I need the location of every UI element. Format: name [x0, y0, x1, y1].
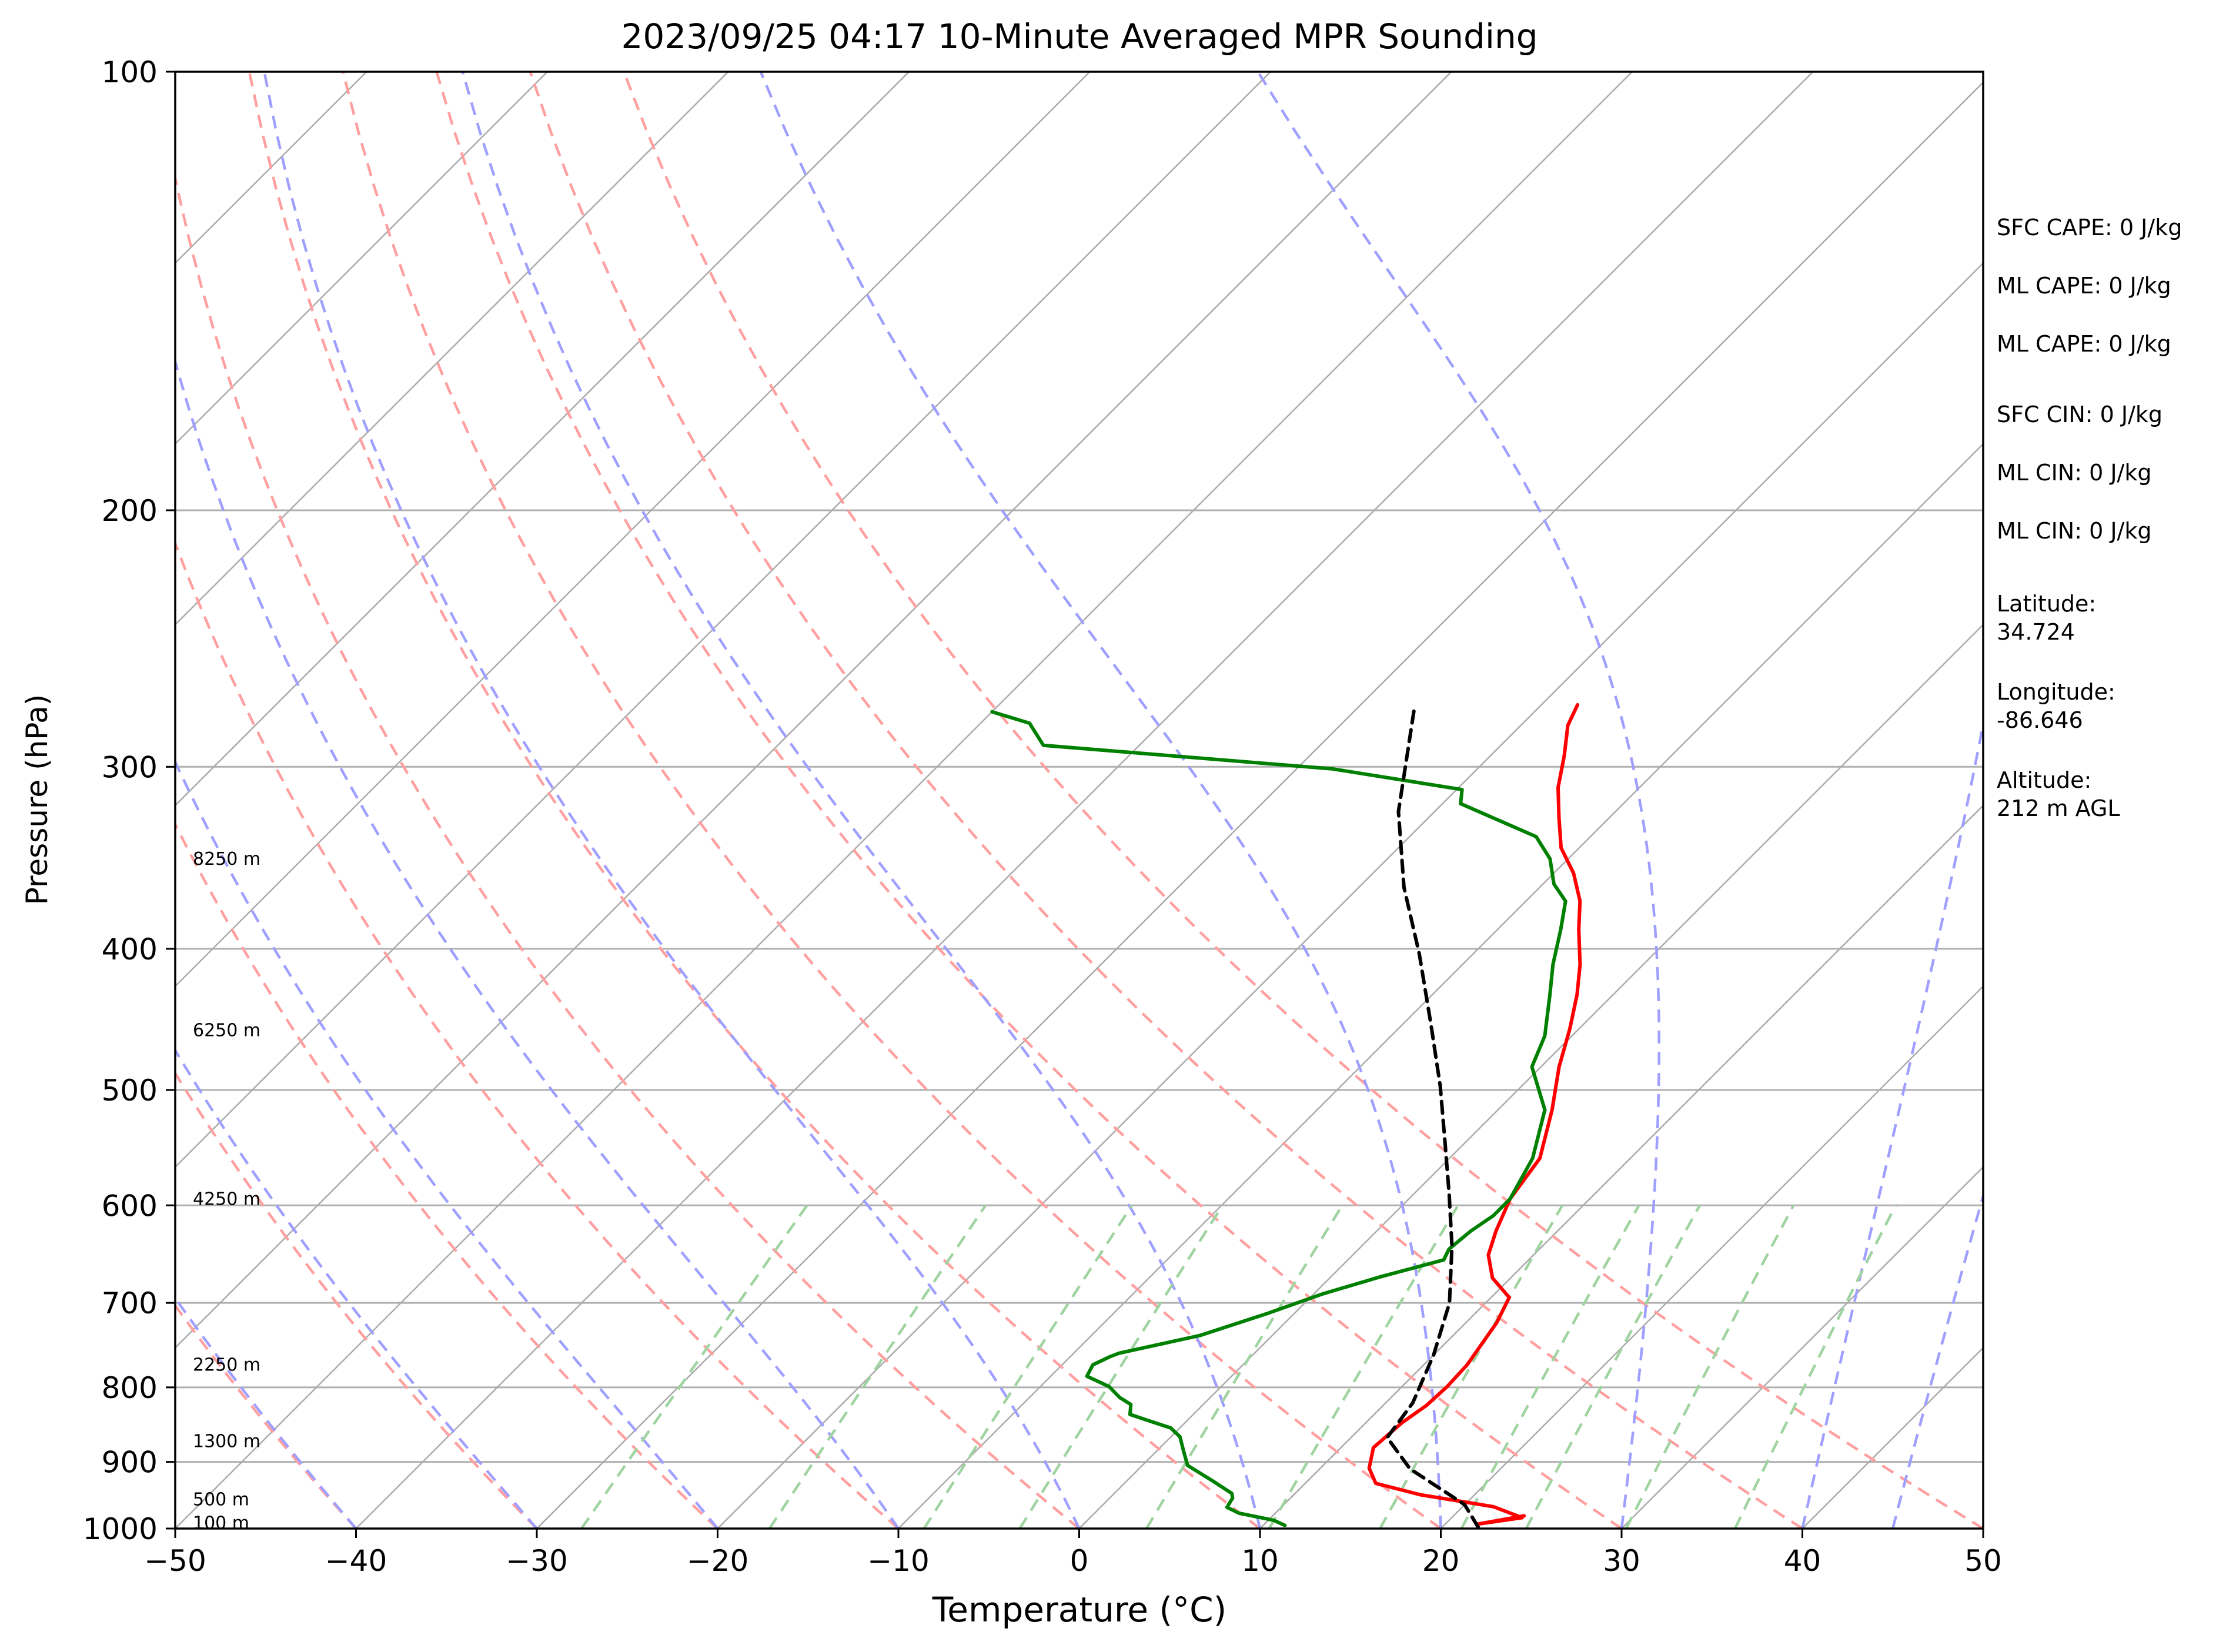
info-panel-line: 34.724 — [1997, 619, 2075, 645]
info-panel-line: ML CAPE: 0 J/kg — [1997, 331, 2171, 357]
info-panel-line: ML CAPE: 0 J/kg — [1997, 273, 2171, 299]
y-tick-label: 200 — [102, 494, 158, 528]
x-tick-label: −10 — [867, 1544, 930, 1578]
info-panel-line: ML CIN: 0 J/kg — [1997, 460, 2151, 486]
y-tick-label: 800 — [102, 1371, 158, 1405]
x-tick-label: −30 — [506, 1544, 568, 1578]
x-tick-label: −20 — [687, 1544, 749, 1578]
x-tick-label: 20 — [1422, 1544, 1460, 1578]
info-panel-line: 212 m AGL — [1997, 795, 2120, 821]
y-tick-label: 900 — [102, 1446, 158, 1480]
info-panel-line: Altitude: — [1997, 767, 2091, 793]
x-tick-label: −40 — [325, 1544, 387, 1578]
info-panel-line: Longitude: — [1997, 679, 2115, 705]
x-tick-label: 30 — [1603, 1544, 1640, 1578]
chart-title: 2023/09/25 04:17 10-Minute Averaged MPR … — [621, 16, 1538, 56]
info-panel-line: Latitude: — [1997, 591, 2096, 617]
height-label: 100 m — [193, 1513, 249, 1533]
info-panel-line: ML CIN: 0 J/kg — [1997, 518, 2151, 544]
y-axis-label: Pressure (hPa) — [20, 694, 54, 905]
y-tick-label: 500 — [102, 1074, 158, 1108]
y-tick-label: 600 — [102, 1189, 158, 1223]
x-tick-label: 10 — [1241, 1544, 1279, 1578]
info-panel-line: SFC CIN: 0 J/kg — [1997, 402, 2163, 427]
height-label: 1300 m — [193, 1431, 260, 1452]
info-panel-line: -86.646 — [1997, 707, 2083, 733]
info-panel-line: SFC CAPE: 0 J/kg — [1997, 215, 2182, 240]
height-label: 4250 m — [193, 1189, 260, 1209]
x-tick-label: −50 — [144, 1544, 206, 1578]
height-label: 500 m — [193, 1489, 249, 1510]
x-tick-label: 0 — [1070, 1544, 1089, 1578]
x-tick-label: 50 — [1964, 1544, 2002, 1578]
height-label: 6250 m — [193, 1021, 260, 1041]
y-tick-label: 1000 — [83, 1512, 158, 1546]
y-tick-label: 300 — [102, 750, 158, 784]
y-tick-label: 700 — [102, 1286, 158, 1320]
y-tick-label: 400 — [102, 932, 158, 967]
x-axis-label: Temperature (°C) — [932, 1590, 1227, 1630]
height-label: 2250 m — [193, 1355, 260, 1376]
y-tick-label: 100 — [102, 55, 158, 89]
x-tick-label: 40 — [1784, 1544, 1821, 1578]
height-label: 8250 m — [193, 849, 260, 870]
